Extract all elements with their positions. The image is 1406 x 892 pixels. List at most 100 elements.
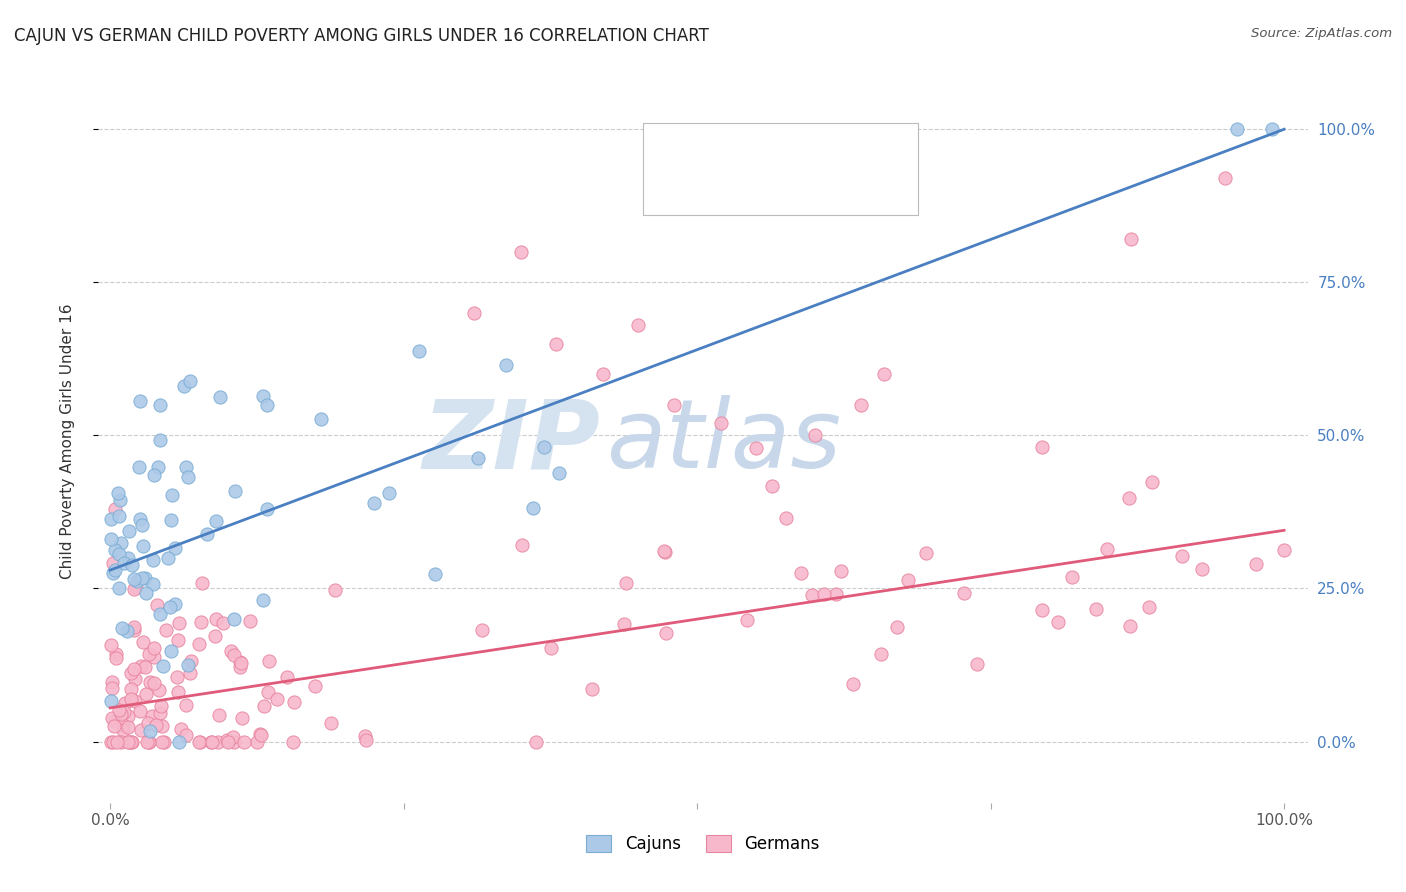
Point: [1031, 602, 1053, 616]
Point: [953, 586, 976, 600]
Point: [124, 662, 146, 676]
Point: [224, 483, 246, 498]
Point: [246, 734, 269, 748]
Point: [110, 706, 132, 721]
Point: [627, 318, 650, 333]
Point: [761, 479, 783, 493]
Point: [138, 647, 160, 661]
Point: [101, 557, 124, 571]
Point: [107, 581, 129, 595]
Point: [105, 734, 128, 748]
Point: [221, 730, 243, 744]
Point: [104, 647, 127, 661]
Point: [252, 389, 274, 403]
Point: [149, 607, 172, 621]
Point: [138, 734, 160, 748]
Point: [131, 517, 153, 532]
Point: [163, 541, 186, 555]
Point: [104, 502, 127, 516]
Point: [117, 734, 139, 748]
Point: [138, 675, 160, 690]
Point: [110, 734, 132, 748]
Point: [613, 617, 636, 632]
Point: [100, 638, 122, 652]
Point: [129, 659, 152, 673]
Point: [100, 532, 122, 546]
Point: [138, 734, 160, 748]
Point: [283, 695, 305, 709]
Point: [100, 711, 122, 725]
Point: [125, 580, 148, 594]
Point: [205, 515, 228, 529]
Point: [120, 666, 142, 681]
Point: [353, 729, 375, 743]
Text: ZIP: ZIP: [422, 395, 600, 488]
Point: [204, 629, 226, 643]
Point: [153, 734, 176, 748]
Point: [188, 636, 211, 650]
Point: [803, 428, 825, 442]
Point: [135, 687, 157, 701]
Point: [239, 615, 262, 629]
Point: [1191, 562, 1213, 576]
Point: [170, 722, 193, 736]
Point: [136, 734, 159, 748]
Point: [735, 613, 758, 627]
Point: [112, 556, 135, 570]
Point: [150, 719, 173, 733]
Point: [167, 734, 190, 748]
Point: [897, 573, 920, 587]
Point: [252, 593, 274, 607]
Point: [378, 486, 401, 500]
Point: [266, 692, 288, 706]
Point: [325, 583, 347, 598]
Point: [363, 496, 385, 510]
Point: [187, 734, 209, 748]
Point: [129, 723, 152, 738]
Point: [150, 734, 173, 748]
Point: [104, 543, 127, 558]
Point: [179, 374, 201, 388]
Text: R = 0.568   N =  71: R = 0.568 N = 71: [693, 141, 900, 159]
Point: [540, 640, 562, 655]
Point: [256, 398, 278, 412]
Point: [142, 676, 165, 690]
Point: [180, 654, 202, 668]
Point: [654, 545, 676, 559]
Point: [108, 702, 131, 716]
Point: [103, 714, 125, 729]
Point: [209, 390, 232, 404]
Point: [120, 681, 142, 696]
Point: [132, 540, 155, 554]
Point: [131, 571, 153, 585]
Point: [207, 734, 229, 748]
Point: [143, 468, 166, 483]
Point: [581, 681, 603, 696]
Point: [710, 416, 733, 430]
Point: [886, 620, 908, 634]
Point: [179, 666, 201, 681]
Point: [1095, 541, 1118, 556]
Bar: [661, 136, 685, 163]
Point: [873, 368, 896, 382]
Point: [1244, 558, 1267, 572]
Point: [1137, 600, 1160, 615]
Point: [100, 511, 122, 525]
Point: [463, 306, 485, 320]
Point: [195, 527, 218, 541]
Point: [207, 708, 229, 723]
Point: [510, 538, 533, 552]
Point: [149, 398, 172, 412]
Y-axis label: Child Poverty Among Girls Under 16: Child Poverty Among Girls Under 16: [60, 304, 75, 579]
Point: [775, 510, 797, 524]
Point: [224, 734, 246, 748]
Point: [283, 734, 305, 748]
Point: [870, 647, 893, 661]
Point: [190, 576, 212, 591]
Point: [160, 488, 183, 502]
Point: [205, 612, 228, 626]
Point: [467, 451, 489, 466]
Point: [127, 574, 149, 588]
Point: [115, 624, 138, 638]
Text: Source: ZipAtlas.com: Source: ZipAtlas.com: [1251, 27, 1392, 40]
